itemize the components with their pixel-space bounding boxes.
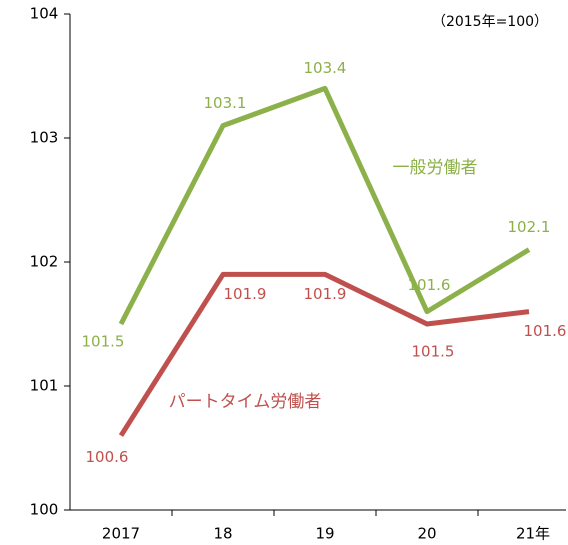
- series-line: [118, 85, 531, 326]
- data-label: 101.5: [412, 343, 455, 361]
- x-tick-label: 2017: [102, 525, 140, 543]
- data-label: 101.6: [524, 322, 567, 340]
- y-tick-label: 103: [30, 129, 59, 147]
- x-tick-label: 19: [315, 525, 334, 543]
- y-tick-label: 100: [30, 501, 59, 519]
- data-label: 101.9: [304, 285, 347, 303]
- series-label: パートタイム労働者: [169, 392, 322, 412]
- series-line: [118, 271, 530, 437]
- x-tick-label: 21年: [516, 525, 550, 543]
- y-tick-label: 104: [30, 5, 59, 23]
- x-tick-label: 18: [213, 525, 232, 543]
- x-tick-label: 20: [417, 525, 436, 543]
- data-label: 103.4: [304, 59, 347, 77]
- series-label: 一般労働者: [393, 158, 478, 178]
- data-label: 101.5: [82, 333, 125, 351]
- data-label: 103.1: [204, 94, 247, 112]
- data-label: 102.1: [508, 218, 551, 236]
- data-label: 101.9: [224, 285, 267, 303]
- y-tick-label: 101: [30, 377, 59, 395]
- data-label: 100.6: [86, 448, 129, 466]
- y-tick-label: 102: [30, 253, 59, 271]
- data-label: 101.6: [408, 276, 451, 294]
- annotation: （2015年=100）: [432, 14, 548, 30]
